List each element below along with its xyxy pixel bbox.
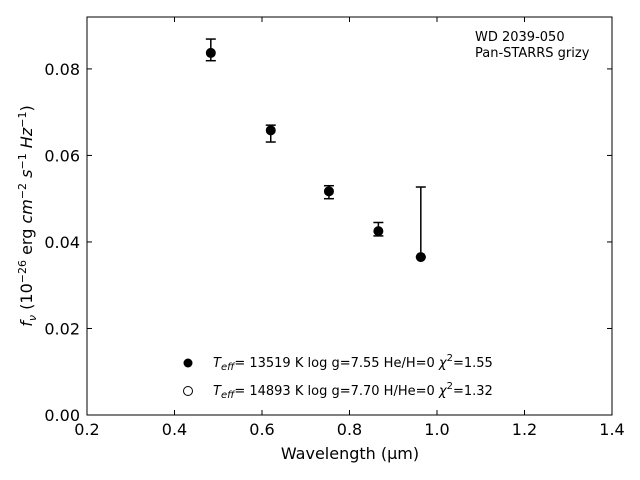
annotation-filter: Pan-STARRS grizy [475,46,590,61]
data-point [205,47,216,58]
data-point [415,252,426,263]
y-axis-ticks: 0.00 0.02 0.04 0.06 0.08 [44,60,612,425]
legend-entry-2: Teff= 14893 K log g=7.70 H/He=0 χ2=1.32 [213,381,493,401]
x-axis-ticks: 0.2 0.4 0.6 0.8 1.0 1.2 1.4 [74,17,625,439]
x-tick-label: 1.4 [599,420,624,439]
y-tick-label: 0.04 [44,233,80,252]
legend: Teff= 13519 K log g=7.55 He/H=0 χ2=1.55 … [183,353,493,401]
y-axis-label: fν (10−26 erg cm−2 s−1 Hz−1) [16,105,39,326]
data-point [373,226,384,237]
data-series-observed [205,38,426,263]
y-tick-label: 0.00 [44,406,80,425]
legend-marker-open [183,386,193,396]
x-tick-label: 1.2 [512,420,537,439]
annotation-object: WD 2039-050 [475,30,565,45]
y-tick-label: 0.02 [44,319,80,338]
x-tick-label: 0.8 [337,420,362,439]
legend-entry-1: Teff= 13519 K log g=7.55 He/H=0 χ2=1.55 [213,353,493,373]
data-point [265,125,276,136]
x-tick-label: 0.6 [249,420,274,439]
x-tick-label: 0.2 [74,420,99,439]
y-tick-label: 0.06 [44,146,80,165]
legend-marker-filled [183,358,193,368]
x-axis-label: Wavelength (μm) [281,444,419,463]
data-point [323,186,334,197]
y-tick-label: 0.08 [44,60,80,79]
x-tick-label: 1.0 [424,420,449,439]
x-tick-label: 0.4 [162,420,187,439]
